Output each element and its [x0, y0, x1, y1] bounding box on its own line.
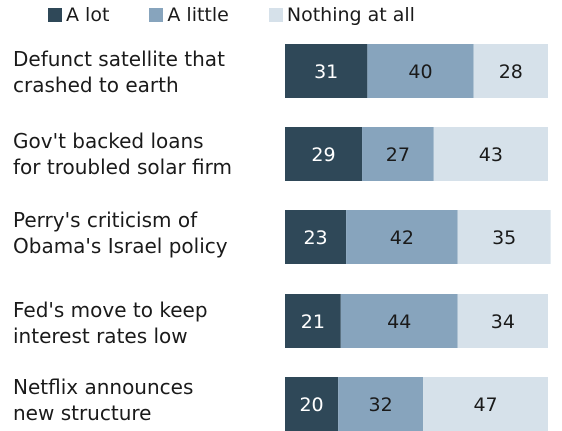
legend-label-a-lot: A lot [66, 4, 110, 26]
legend-item-a-little: A little [149, 4, 229, 26]
legend-item-a-lot: A lot [48, 4, 109, 26]
category-label-line: Defunct satellite that [13, 47, 225, 71]
bar-segment [362, 127, 434, 181]
category-label-perry-israel: Perry's criticism of Obama's Israel poli… [13, 207, 278, 259]
category-label-line: new structure [13, 401, 152, 425]
chart-legend: A lot A little Nothing at all [48, 4, 415, 26]
bar-segment [285, 127, 363, 181]
data-label: 20 [299, 394, 323, 416]
bar-segment [285, 377, 339, 431]
bar-segment [367, 44, 474, 98]
data-label: 32 [369, 394, 393, 416]
bar-segment [457, 210, 551, 264]
legend-swatch-a-little [149, 8, 164, 22]
category-label-netflix: Netflix announces new structure [13, 374, 278, 426]
data-label: 44 [387, 311, 411, 333]
data-label: 27 [386, 144, 410, 166]
bar-segment [285, 294, 341, 348]
category-label-solar-loans: Gov't backed loans for troubled solar fi… [13, 128, 278, 180]
legend-swatch-nothing-at-all [268, 8, 283, 22]
category-label-line: for troubled solar firm [13, 155, 233, 179]
legend-swatch-a-lot [48, 8, 62, 22]
bar-segment [338, 377, 424, 431]
category-label-line: interest rates low [13, 324, 188, 348]
data-label: 23 [303, 227, 327, 249]
data-label: 21 [301, 311, 325, 333]
bar-segment [285, 44, 368, 98]
category-label-line: Gov't backed loans [13, 129, 204, 153]
data-label: 42 [390, 227, 414, 249]
bar-segment [285, 210, 347, 264]
category-label-line: crashed to earth [13, 73, 179, 97]
data-label: 43 [479, 144, 503, 166]
data-label: 47 [473, 394, 497, 416]
bar-segment [457, 294, 548, 348]
data-label: 31 [314, 61, 338, 83]
bar-segment [473, 44, 548, 98]
legend-label-nothing-at-all: Nothing at all [286, 4, 415, 26]
bar-segment [340, 294, 458, 348]
category-label-line: Netflix announces [13, 375, 194, 399]
category-label-line: Fed's move to keep [13, 298, 208, 322]
legend-label-a-little: A little [167, 4, 229, 26]
data-label: 29 [311, 144, 335, 166]
category-label-line: Perry's criticism of [13, 208, 198, 232]
data-label: 28 [499, 61, 523, 83]
category-label-satellite: Defunct satellite that crashed to earth [13, 46, 278, 98]
category-label-fed-rates: Fed's move to keep interest rates low [13, 297, 278, 349]
bar-segment [423, 377, 548, 431]
data-label: 35 [492, 227, 516, 249]
legend-item-nothing-at-all: Nothing at all [268, 4, 415, 26]
bar-segment [433, 127, 548, 181]
category-label-line: Obama's Israel policy [13, 234, 228, 258]
data-label: 40 [408, 61, 432, 83]
bar-segment [346, 210, 458, 264]
data-label: 34 [491, 311, 515, 333]
